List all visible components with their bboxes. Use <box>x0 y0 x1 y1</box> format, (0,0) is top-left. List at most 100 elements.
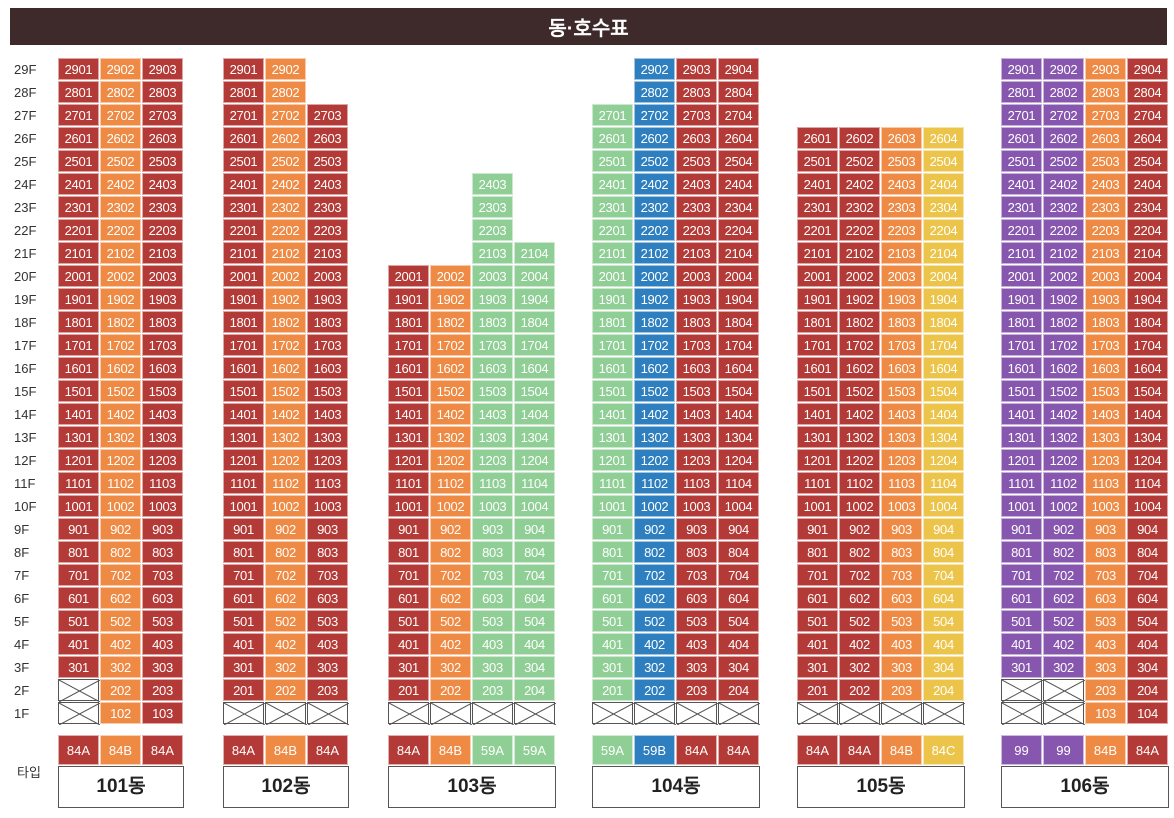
unit-cell[interactable]: 601 <box>592 587 633 609</box>
unit-cell[interactable]: 1302 <box>100 426 141 448</box>
unit-cell[interactable]: 601 <box>58 587 99 609</box>
unit-cell[interactable]: 2504 <box>718 150 759 172</box>
unit-cell[interactable]: 1903 <box>472 288 513 310</box>
unit-cell[interactable]: 2302 <box>100 196 141 218</box>
unit-cell[interactable]: 1802 <box>634 311 675 333</box>
unit-cell[interactable]: 1801 <box>1001 311 1042 333</box>
unit-cell[interactable]: 2501 <box>1001 150 1042 172</box>
unit-cell[interactable]: 2102 <box>839 242 880 264</box>
unit-cell[interactable]: 2202 <box>100 219 141 241</box>
unit-cell[interactable]: 1004 <box>1127 495 1168 517</box>
unit-cell[interactable]: 501 <box>797 610 838 632</box>
unit-cell[interactable]: 1702 <box>634 334 675 356</box>
unit-cell[interactable]: 1704 <box>923 334 964 356</box>
unit-cell[interactable]: 803 <box>881 541 922 563</box>
unit-cell[interactable]: 504 <box>718 610 759 632</box>
unit-cell[interactable]: 1302 <box>634 426 675 448</box>
unit-cell[interactable]: 2003 <box>307 265 348 287</box>
unit-cell[interactable]: 1004 <box>923 495 964 517</box>
unit-cell[interactable]: 1001 <box>223 495 264 517</box>
unit-cell[interactable]: 1703 <box>142 334 183 356</box>
unit-cell[interactable]: 703 <box>142 564 183 586</box>
unit-cell[interactable]: 301 <box>592 656 633 678</box>
unit-cell[interactable]: 2604 <box>718 127 759 149</box>
unit-cell[interactable]: 2202 <box>839 219 880 241</box>
unit-cell[interactable]: 903 <box>1085 518 1126 540</box>
unit-cell[interactable]: 1102 <box>430 472 471 494</box>
unit-cell[interactable]: 602 <box>100 587 141 609</box>
unit-cell[interactable]: 2502 <box>839 150 880 172</box>
unit-cell[interactable]: 1802 <box>430 311 471 333</box>
unit-cell[interactable]: 2802 <box>265 81 306 103</box>
unit-cell[interactable]: 503 <box>307 610 348 632</box>
unit-cell[interactable]: 202 <box>430 679 471 701</box>
unit-cell[interactable]: 303 <box>676 656 717 678</box>
unit-cell[interactable]: 804 <box>718 541 759 563</box>
unit-cell[interactable]: 1601 <box>1001 357 1042 379</box>
unit-cell[interactable]: 2003 <box>472 265 513 287</box>
unit-cell[interactable]: 2603 <box>676 127 717 149</box>
unit-cell[interactable]: 1801 <box>223 311 264 333</box>
unit-cell[interactable]: 2301 <box>1001 196 1042 218</box>
unit-cell[interactable]: 1004 <box>514 495 555 517</box>
unit-cell[interactable]: 102 <box>100 702 141 724</box>
unit-cell[interactable]: 203 <box>472 679 513 701</box>
unit-cell[interactable]: 2301 <box>592 196 633 218</box>
unit-cell[interactable]: 1703 <box>881 334 922 356</box>
unit-cell[interactable]: 1304 <box>514 426 555 448</box>
unit-cell[interactable]: 2201 <box>592 219 633 241</box>
unit-cell[interactable]: 1502 <box>430 380 471 402</box>
unit-cell[interactable]: 2902 <box>265 58 306 80</box>
unit-cell[interactable]: 1403 <box>472 403 513 425</box>
unit-cell[interactable]: 1204 <box>923 449 964 471</box>
unit-cell[interactable]: 302 <box>100 656 141 678</box>
unit-cell[interactable]: 1903 <box>142 288 183 310</box>
unit-cell[interactable]: 204 <box>718 679 759 701</box>
unit-cell[interactable]: 201 <box>388 679 429 701</box>
unit-cell[interactable]: 1302 <box>839 426 880 448</box>
unit-cell[interactable]: 1604 <box>718 357 759 379</box>
unit-cell[interactable]: 1202 <box>100 449 141 471</box>
unit-cell[interactable]: 2601 <box>1001 127 1042 149</box>
unit-cell[interactable]: 2802 <box>1043 81 1084 103</box>
unit-cell[interactable]: 2403 <box>472 173 513 195</box>
unit-cell[interactable]: 602 <box>839 587 880 609</box>
unit-cell[interactable]: 2203 <box>307 219 348 241</box>
unit-cell[interactable]: 1301 <box>223 426 264 448</box>
unit-cell[interactable]: 2604 <box>1127 127 1168 149</box>
unit-cell[interactable]: 1404 <box>923 403 964 425</box>
unit-cell[interactable]: 2304 <box>1127 196 1168 218</box>
unit-cell[interactable]: 603 <box>676 587 717 609</box>
unit-cell[interactable]: 1503 <box>142 380 183 402</box>
unit-cell[interactable]: 2001 <box>797 265 838 287</box>
unit-cell[interactable]: 801 <box>58 541 99 563</box>
unit-cell[interactable]: 2202 <box>634 219 675 241</box>
unit-cell[interactable]: 503 <box>472 610 513 632</box>
unit-cell[interactable]: 1201 <box>223 449 264 471</box>
unit-cell[interactable]: 901 <box>58 518 99 540</box>
unit-cell[interactable]: 2204 <box>718 219 759 241</box>
unit-cell[interactable]: 701 <box>58 564 99 586</box>
unit-cell[interactable]: 1403 <box>307 403 348 425</box>
unit-cell[interactable]: 1401 <box>797 403 838 425</box>
unit-cell[interactable]: 2802 <box>634 81 675 103</box>
unit-cell[interactable]: 1404 <box>514 403 555 425</box>
unit-cell[interactable]: 1101 <box>58 472 99 494</box>
unit-cell[interactable]: 2302 <box>634 196 675 218</box>
unit-cell[interactable]: 1902 <box>265 288 306 310</box>
unit-cell[interactable]: 1103 <box>307 472 348 494</box>
unit-cell[interactable]: 2304 <box>923 196 964 218</box>
unit-cell[interactable]: 2302 <box>839 196 880 218</box>
unit-cell[interactable]: 2104 <box>514 242 555 264</box>
unit-cell[interactable]: 1701 <box>797 334 838 356</box>
unit-cell[interactable]: 2502 <box>265 150 306 172</box>
unit-cell[interactable]: 1104 <box>718 472 759 494</box>
unit-cell[interactable]: 2904 <box>718 58 759 80</box>
unit-cell[interactable]: 1801 <box>592 311 633 333</box>
unit-cell[interactable]: 2503 <box>307 150 348 172</box>
unit-cell[interactable]: 2301 <box>58 196 99 218</box>
unit-cell[interactable]: 1301 <box>58 426 99 448</box>
unit-cell[interactable]: 1403 <box>1085 403 1126 425</box>
unit-cell[interactable]: 201 <box>223 679 264 701</box>
unit-cell[interactable]: 2002 <box>430 265 471 287</box>
